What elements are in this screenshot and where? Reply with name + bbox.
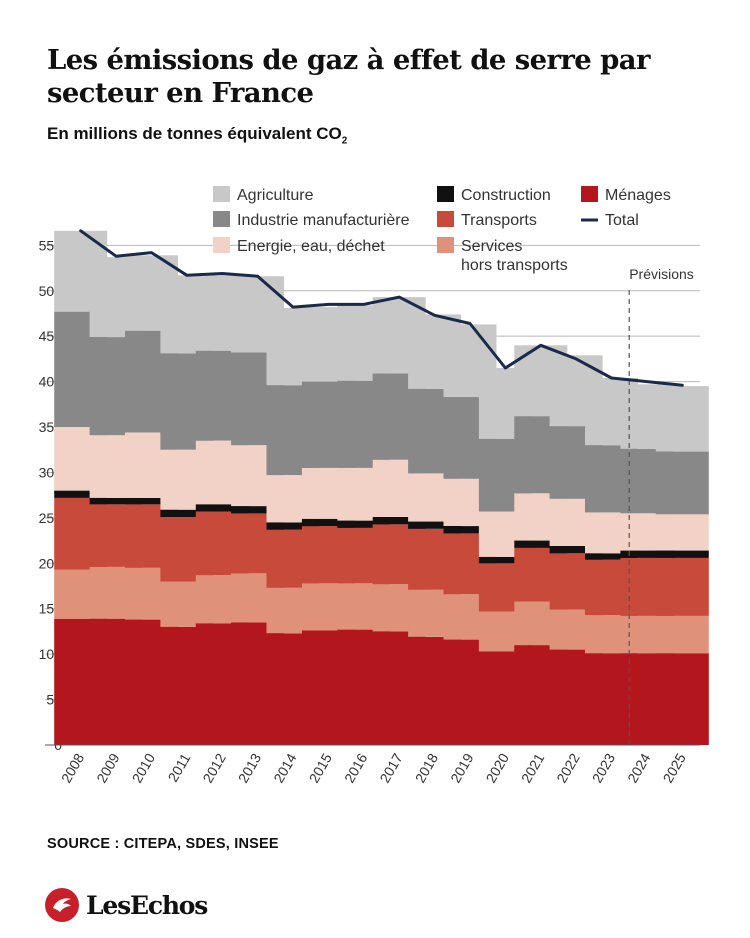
x-tick-label-2016: 2016 [341,750,371,785]
bar-2017-series-3 [372,517,426,525]
chart-title: Les émissions de gaz à effet de serre pa… [47,44,650,109]
bar-2014-series-3 [266,522,320,530]
bar-2025-series-6 [655,386,709,452]
bar-2016-series-3 [337,520,391,528]
x-tick-label-2013: 2013 [235,750,265,785]
legend-swatch-construction [437,186,454,202]
subtitle-subscript: 2 [341,135,348,147]
x-tick-label-2025: 2025 [659,750,689,785]
legend-label-menages: Ménages [605,187,671,204]
bar-2019-series-3 [443,526,497,534]
bar-2025-series-4 [655,514,709,551]
les-echos-logo-text: LesEchos [86,890,208,920]
bar-2009-series-3 [89,497,143,505]
bar-2020-series-3 [478,556,532,564]
les-echos-logo: LesEchos [45,888,208,922]
bar-2021-series-3 [514,540,568,548]
bar-2018-series-3 [408,521,462,529]
forecast-annotation: Prévisions [629,266,694,282]
x-tick-label-2012: 2012 [199,750,229,785]
legend-label-construction: Construction [461,187,551,204]
x-tick-label-2011: 2011 [165,750,194,784]
bar-2010-series-3 [125,497,178,505]
bar-2025-series-1 [655,616,709,654]
chart-subtitle: En millions de tonnes équivalent CO2 [47,124,347,146]
bar-2015-series-3 [301,518,355,527]
x-tick-label-2018: 2018 [412,750,442,785]
legend-label-total: Total [605,212,639,229]
legend-swatch-transports [437,211,454,227]
x-tick-label-2017: 2017 [376,750,406,785]
legend-swatch-menages [581,186,598,202]
legend-label-services: Services [461,238,522,255]
legend-label-industrie: Industrie manufacturière [237,212,410,229]
x-tick-label-2024: 2024 [624,750,654,785]
legend-label-agriculture: Agriculture [237,187,314,204]
legend-label-transports: Transports [461,212,537,229]
legend-swatch-industrie [213,211,230,227]
x-tick-label-2023: 2023 [589,750,619,785]
x-tick-label-2021: 2021 [518,750,548,785]
subtitle-text: En millions de tonnes équivalent CO [47,124,342,143]
x-tick-label-2009: 2009 [93,750,123,785]
x-tick-label-2010: 2010 [129,750,159,785]
bar-2025-series-0 [655,653,709,745]
x-tick-label-2019: 2019 [447,750,477,785]
legend-swatch-agriculture [213,186,230,202]
bar-2011-series-3 [160,509,214,517]
x-tick-label-2020: 2020 [483,750,513,785]
legend-label2-services: hors transports [461,257,568,274]
bar-2023-series-3 [585,553,638,560]
legend-swatch-services [437,237,454,253]
bar-2013-series-3 [231,506,285,514]
x-tick-label-2022: 2022 [553,750,583,785]
source-note: SOURCE : CITEPA, SDES, INSEE [47,836,279,852]
bar-2025-series-5 [655,451,709,515]
x-tick-label-2008: 2008 [58,750,88,785]
x-tick-label-2015: 2015 [306,750,336,785]
les-echos-logo-icon [45,888,79,922]
legend-swatch-energie [213,237,230,253]
bar-2025-series-2 [655,557,709,616]
bar-2008-series-3 [54,490,108,498]
x-tick-label-2014: 2014 [270,750,300,785]
bar-2012-series-3 [195,504,249,512]
bar-2025-series-3 [655,550,709,558]
bar-2022-series-3 [549,546,603,554]
total-line [79,229,684,387]
legend-label-energie: Energie, eau, déchet [237,238,385,255]
bar-2024-series-3 [620,550,674,558]
